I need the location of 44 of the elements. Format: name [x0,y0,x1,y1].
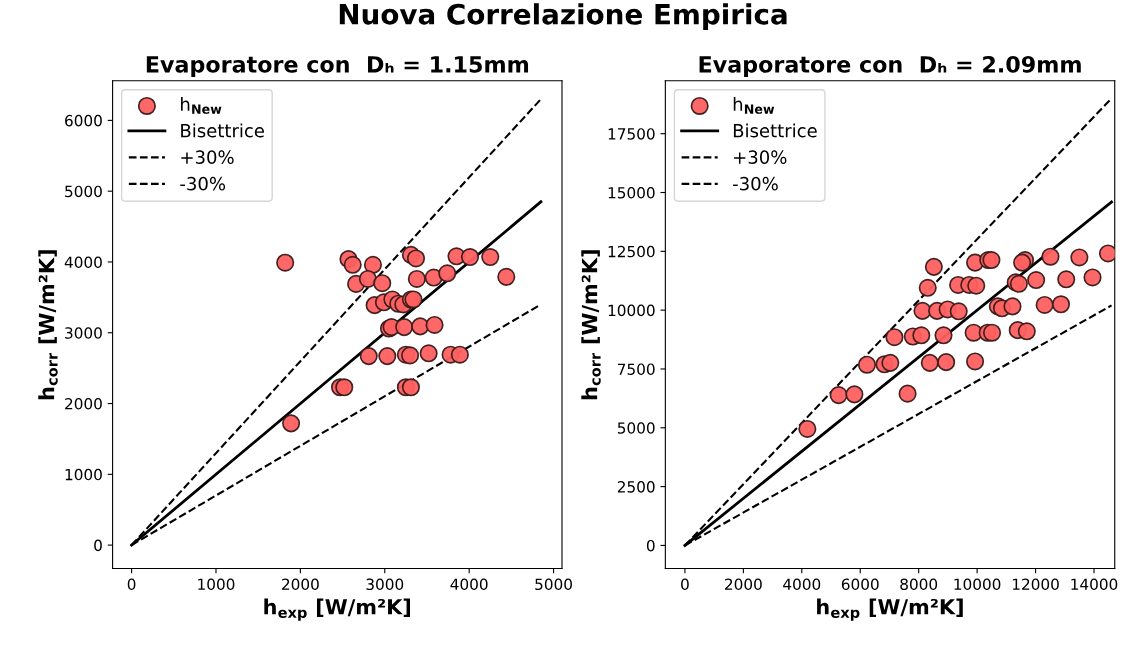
x-tick-label: 8000 [900,578,938,591]
y-tick-label: 10000 [608,304,655,317]
y-axis-title: h$_{corr}$ [W/m²K] [581,250,601,400]
legend-label: Bisettrice [181,123,264,138]
x-axis-title: h$_{exp}$ [W/m²K] [264,598,411,621]
y-tick-label: 4000 [64,256,102,268]
chart-subtitle: Evaporatore con Dₕ = 1.15mm [146,56,529,78]
y-tick-label: 6000 [65,114,102,127]
x-tick-label: 4000 [783,578,821,591]
y-tick-label: 1000 [65,468,102,481]
x-tick-label: 2000 [282,578,319,591]
legend-label: h$_{New}$ [181,97,222,114]
legend-label: h$_{New}$ [733,97,775,114]
x-tick-label: 0 [681,578,689,591]
x-tick-label: 3000 [366,578,404,591]
chart-subtitle: Evaporatore con Dₕ = 2.09mm [699,55,1081,78]
legend-label: -30% [733,176,778,191]
x-tick-label: 12000 [1012,578,1059,591]
legend-label: Bisettrice [733,123,817,138]
y-tick-label: 0 [646,539,655,552]
y-tick-label: 17500 [608,128,655,140]
chart-title: Nuova Correlazione Empirica [339,3,787,31]
y-tick-label: 7500 [618,363,655,375]
y-axis-title: h$_{corr}$ [W/m²K] [38,250,58,400]
y-tick-label: 2000 [65,398,102,410]
x-tick-label: 1000 [198,578,235,591]
x-tick-label: 10000 [954,578,1001,591]
x-tick-label: 5000 [535,578,572,591]
x-tick-label: 0 [127,578,136,591]
y-tick-label: 2500 [617,481,655,493]
y-tick-label: 12500 [608,245,655,258]
legend-label: +30% [181,150,234,164]
legend-label: +30% [734,150,787,164]
x-tick-label: 2000 [725,578,762,591]
x-axis-title: h$_{exp}$ [W/m²K] [817,598,963,621]
y-tick-label: 3000 [65,327,102,339]
x-tick-label: 4000 [450,578,488,591]
legend-label: -30% [180,176,226,191]
x-tick-label: 6000 [841,578,879,591]
x-tick-label: 14000 [1071,578,1118,591]
y-tick-label: 5000 [617,422,655,434]
y-tick-label: 15000 [608,186,655,199]
y-tick-label: 5000 [65,185,102,198]
y-tick-label: 0 [94,539,102,552]
